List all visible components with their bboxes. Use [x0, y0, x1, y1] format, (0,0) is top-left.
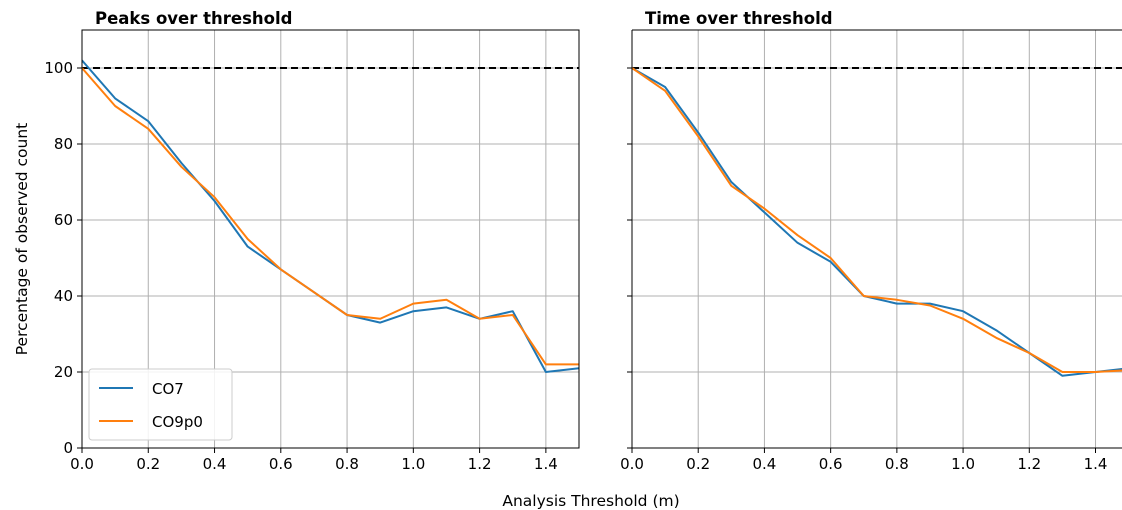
y-tick-label: 60	[54, 211, 73, 229]
panel-title: Peaks over threshold	[95, 9, 292, 28]
panel-title: Time over threshold	[645, 9, 833, 28]
plot-frame	[81, 29, 580, 449]
x-tick-label: 0.4	[203, 455, 227, 473]
x-tick-label: 0.4	[753, 455, 777, 473]
panel-peaks: 0.0 0.2 0.4 0.6 0.8 1.0 1.2 1.4 0 20 40 60 80 100 Pe…	[44, 9, 580, 473]
series-line-co7	[82, 59, 579, 373]
x-ticks: 0.0 0.2 0.4 0.6 0.8 1.0 1.2 1.4	[70, 448, 558, 473]
x-tick-label: 0.2	[686, 455, 710, 473]
x-tick-label: 0.0	[620, 455, 644, 473]
series-lines	[82, 59, 579, 373]
grid-lines	[631, 30, 1122, 449]
x-tick-label: 1.4	[1084, 455, 1108, 473]
y-tick-label: 0	[63, 439, 73, 457]
y-ticks: 0 20 40 60 80 100	[44, 59, 82, 457]
series-lines	[632, 67, 1122, 377]
x-tick-label: 0.0	[70, 455, 94, 473]
x-tick-label: 0.2	[136, 455, 160, 473]
x-ticks: 0.0 0.2 0.4 0.6 0.8 1.0 1.2 1.4	[620, 448, 1107, 473]
x-tick-label: 1.0	[401, 455, 425, 473]
series-line-co9p0	[82, 67, 579, 366]
x-tick-label: 0.6	[819, 455, 843, 473]
x-axis-label: Analysis Threshold (m)	[502, 492, 679, 510]
y-axis-label: Percentage of observed count	[13, 123, 31, 356]
x-tick-label: 0.8	[335, 455, 359, 473]
x-tick-label: 0.8	[885, 455, 909, 473]
x-tick-label: 1.2	[1017, 455, 1041, 473]
x-tick-label: 1.0	[951, 455, 975, 473]
y-tick-label: 80	[54, 135, 73, 153]
series-line-co9p0	[632, 67, 1122, 373]
y-ticks	[627, 67, 632, 449]
y-tick-label: 40	[54, 287, 73, 305]
legend-label-co9p0: CO9p0	[152, 413, 203, 431]
legend: CO7 CO9p0	[88, 368, 233, 441]
series-line-co7	[632, 67, 1122, 377]
y-tick-label: 100	[44, 59, 73, 77]
legend-box	[88, 368, 233, 441]
panel-time: 0.0 0.2 0.4 0.6 0.8 1.0 1.2 1.4 Time over thres…	[620, 9, 1122, 473]
x-tick-label: 1.2	[468, 455, 492, 473]
x-tick-label: 0.6	[269, 455, 293, 473]
legend-label-co7: CO7	[152, 380, 184, 398]
y-tick-label: 20	[54, 363, 73, 381]
x-tick-label: 1.4	[534, 455, 558, 473]
